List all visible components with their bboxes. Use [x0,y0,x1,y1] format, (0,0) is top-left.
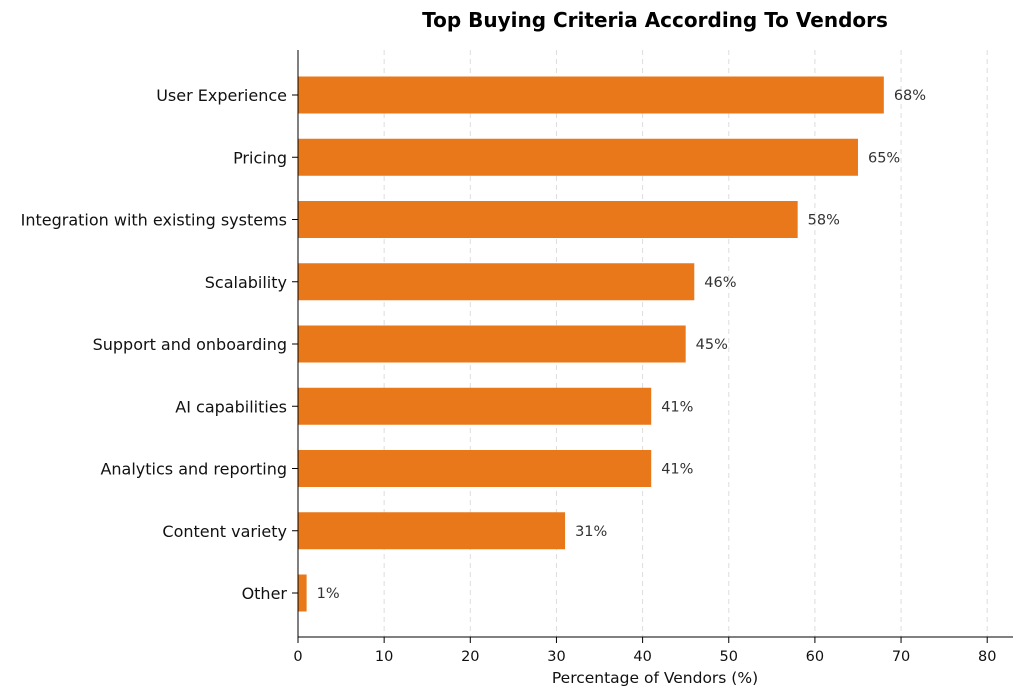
value-label: 65% [868,150,900,166]
category-labels: User Experience Pricing Integration with e… [21,86,298,603]
value-label: 31% [575,524,607,540]
value-label: 46% [704,275,736,291]
category-label: AI capabilities [175,397,287,416]
value-label: 68% [894,88,926,104]
value-label: 1% [317,586,340,602]
bar [298,325,686,363]
bar [298,450,652,487]
bar [298,574,307,612]
category-label: Analytics and reporting [100,460,287,479]
x-axis: 0 10 20 30 40 50 60 70 80 [293,50,1013,665]
x-tick-label: 60 [806,649,824,665]
bars [298,76,884,612]
bar [298,263,695,301]
x-tick-label: 30 [547,649,565,665]
x-tick-label: 0 [293,649,302,665]
category-label: Other [242,584,288,603]
x-tick-label: 40 [633,649,651,665]
value-labels: 68% 65% 58% 46% 45% 41% 41% 31% 1% [317,88,926,602]
x-tick-label: 10 [375,649,393,665]
bar [298,201,798,238]
category-label: Integration with existing systems [21,211,287,230]
x-tick-label: 70 [892,649,910,665]
category-label: Content variety [162,522,287,541]
category-label: Scalability [205,273,287,292]
value-label: 58% [808,213,840,229]
bar [298,387,652,425]
x-tick-label: 20 [461,649,479,665]
x-axis-label: Percentage of Vendors (%) [552,669,758,687]
bar [298,138,858,176]
value-label: 41% [661,399,693,415]
bar [298,76,884,114]
x-tick-label: 80 [978,649,996,665]
chart-title: Top Buying Criteria According To Vendors [422,8,888,32]
value-label: 41% [661,462,693,478]
value-label: 45% [696,337,728,353]
bar [298,512,566,550]
category-label: User Experience [156,86,287,105]
x-tick-label: 50 [720,649,738,665]
category-label: Support and onboarding [93,335,287,354]
category-label: Pricing [233,148,287,167]
